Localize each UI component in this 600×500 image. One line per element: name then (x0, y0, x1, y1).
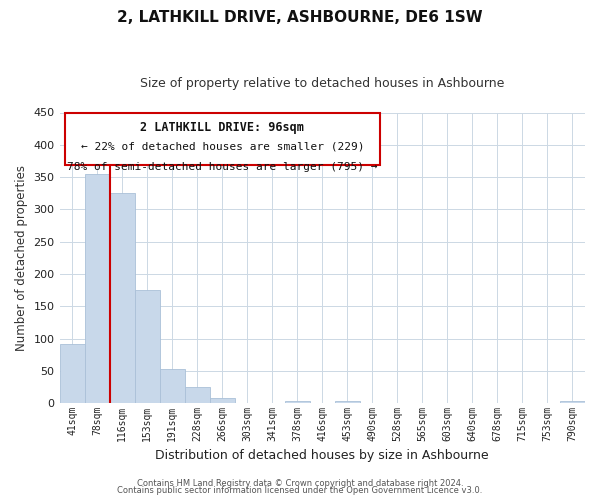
Bar (560, 401, 585, 403)
Bar (209, 398, 235, 403)
Title: Size of property relative to detached houses in Ashbourne: Size of property relative to detached ho… (140, 78, 505, 90)
Text: ← 22% of detached houses are smaller (229): ← 22% of detached houses are smaller (22… (80, 142, 364, 152)
Text: Contains HM Land Registry data © Crown copyright and database right 2024.: Contains HM Land Registry data © Crown c… (137, 478, 463, 488)
Bar (134, 290, 160, 403)
Y-axis label: Number of detached properties: Number of detached properties (15, 165, 28, 351)
Bar (85, 174, 110, 403)
Bar (160, 369, 185, 403)
Text: 2, LATHKILL DRIVE, ASHBOURNE, DE6 1SW: 2, LATHKILL DRIVE, ASHBOURNE, DE6 1SW (117, 10, 483, 25)
Bar (185, 387, 209, 403)
Bar (110, 193, 134, 403)
FancyBboxPatch shape (65, 112, 380, 165)
Text: Contains public sector information licensed under the Open Government Licence v3: Contains public sector information licen… (118, 486, 482, 495)
Text: 78% of semi-detached houses are larger (795) →: 78% of semi-detached houses are larger (… (67, 162, 377, 172)
X-axis label: Distribution of detached houses by size in Ashbourne: Distribution of detached houses by size … (155, 450, 489, 462)
Text: 2 LATHKILL DRIVE: 96sqm: 2 LATHKILL DRIVE: 96sqm (140, 121, 304, 134)
Bar (59, 344, 85, 403)
Bar (285, 401, 310, 403)
Bar (335, 401, 360, 403)
